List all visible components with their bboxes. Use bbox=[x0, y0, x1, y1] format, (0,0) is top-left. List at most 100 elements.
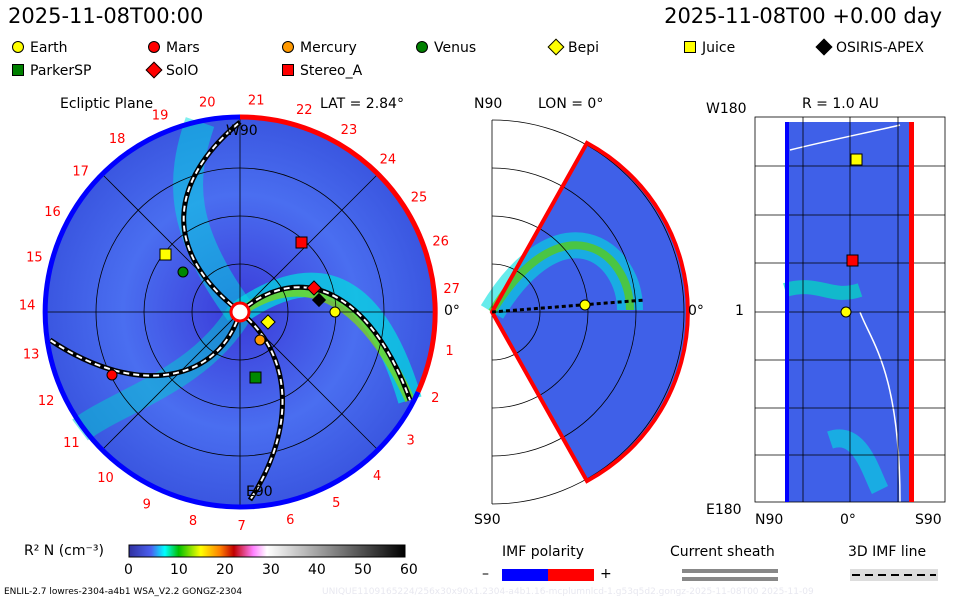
day-label: 26 bbox=[432, 234, 449, 249]
day-label: 1 bbox=[445, 344, 453, 359]
legend-item-solo: SolO bbox=[145, 61, 199, 79]
day-label: 10 bbox=[97, 471, 114, 486]
earth-circle-icon bbox=[12, 41, 24, 53]
day-label: 4 bbox=[373, 469, 381, 484]
imf-line-title: 3D IMF line bbox=[848, 544, 927, 560]
venus-circle-icon bbox=[416, 41, 428, 53]
parkersp-marker bbox=[249, 371, 262, 384]
stereo-a-marker bbox=[295, 236, 308, 249]
legend-item-osiris-apex: OSIRIS-APEX bbox=[815, 38, 924, 56]
earth-panel-x-0: 0° bbox=[840, 512, 856, 528]
legend-label: OSIRIS-APEX bbox=[836, 40, 924, 56]
day-label: 11 bbox=[63, 436, 80, 451]
mars-marker bbox=[106, 369, 118, 381]
legend-label: ParkerSP bbox=[30, 63, 92, 79]
imf-negative-swatch bbox=[502, 569, 548, 581]
meridional-bottom-label: S90 bbox=[474, 512, 501, 528]
earth-panel-bottom-left: E180 bbox=[706, 502, 742, 518]
polarity-ring-positive bbox=[239, 114, 438, 394]
meridional-lon: LON = 0° bbox=[538, 96, 604, 112]
legend-item-earth: Earth bbox=[12, 40, 68, 56]
parkersp-square-icon bbox=[12, 64, 24, 76]
day-label: 7 bbox=[238, 519, 246, 534]
colorbar-tick: 0 bbox=[124, 562, 133, 578]
legend-item-parkersp: ParkerSP bbox=[12, 63, 91, 79]
day-label: 23 bbox=[341, 123, 358, 138]
osiris-apex-marker bbox=[311, 292, 327, 308]
bepi-marker bbox=[260, 314, 276, 330]
density-stream bbox=[72, 305, 252, 441]
legend-label: Earth bbox=[30, 40, 68, 56]
day-label: 16 bbox=[44, 205, 61, 220]
legend-label: Stereo_A bbox=[300, 63, 363, 79]
stereo-a-square-icon bbox=[282, 64, 294, 76]
imf-minus: – bbox=[482, 566, 489, 582]
day-label: 18 bbox=[109, 132, 126, 147]
earth-marker bbox=[579, 299, 591, 311]
juice-marker bbox=[159, 248, 172, 261]
ecliptic-bottom-label: E90 bbox=[246, 484, 273, 500]
current-sheath-title: Current sheath bbox=[670, 544, 775, 560]
meridional-polarity-border bbox=[489, 140, 690, 484]
venus-marker bbox=[177, 266, 189, 278]
legend-item-juice: Juice bbox=[684, 40, 735, 56]
day-label: 6 bbox=[286, 513, 294, 528]
colorbar-tick: 60 bbox=[400, 562, 418, 578]
ecliptic-lat: LAT = 2.84° bbox=[320, 96, 404, 112]
sun-icon bbox=[229, 301, 251, 323]
ecliptic-title: Ecliptic Plane bbox=[60, 96, 154, 112]
stereo-a-marker bbox=[846, 254, 859, 267]
mercury-marker bbox=[254, 334, 266, 346]
day-label: 15 bbox=[26, 250, 43, 265]
earth-surface-panel bbox=[754, 116, 946, 503]
day-label: 9 bbox=[143, 498, 151, 513]
legend-item-mercury: Mercury bbox=[282, 40, 357, 56]
juice-square-icon bbox=[684, 41, 696, 53]
ecliptic-right-label: 0° bbox=[444, 303, 460, 319]
imf-line-swatch bbox=[850, 569, 938, 581]
colorbar-tick: 10 bbox=[170, 562, 188, 578]
meridional-grid bbox=[491, 119, 685, 505]
day-label: 14 bbox=[19, 299, 36, 314]
earth-panel-x-s90: S90 bbox=[915, 512, 942, 528]
legend-label: Mercury bbox=[300, 40, 357, 56]
legend-label: Mars bbox=[166, 40, 200, 56]
meridional-panel bbox=[480, 119, 690, 505]
day-label: 24 bbox=[380, 153, 397, 168]
day-label: 27 bbox=[443, 282, 460, 297]
imf-plus: + bbox=[600, 566, 612, 582]
meridional-right-label: 0° bbox=[688, 303, 704, 319]
ecliptic-top-label: W90 bbox=[226, 123, 258, 139]
footer-left: ENLIL-2.7 lowres-2304-a4b1 WSA_V2.2 GONG… bbox=[4, 587, 243, 597]
legend-item-stereo-a: Stereo_A bbox=[282, 63, 362, 79]
legend-item-mars: Mars bbox=[148, 40, 200, 56]
imf-polarity-title: IMF polarity bbox=[502, 544, 585, 560]
day-label: 3 bbox=[407, 433, 415, 448]
legend-item-venus: Venus bbox=[416, 40, 476, 56]
day-label: 21 bbox=[248, 94, 265, 109]
colorbar-tick: 20 bbox=[216, 562, 234, 578]
earth-marker bbox=[329, 306, 341, 318]
colorbar-tick: 50 bbox=[354, 562, 372, 578]
density-stream bbox=[173, 117, 253, 321]
time-right: 2025-11-08T00 +0.00 day bbox=[664, 4, 942, 28]
imf-positive-swatch bbox=[548, 569, 594, 581]
earth-panel-mid-left: 1 bbox=[735, 303, 744, 319]
colorbar bbox=[128, 544, 406, 558]
legend-label: SolO bbox=[166, 63, 199, 79]
day-label: 8 bbox=[189, 514, 197, 529]
time-left: 2025-11-08T00:00 bbox=[8, 4, 204, 28]
colorbar-tick: 40 bbox=[308, 562, 326, 578]
legend-label: Juice bbox=[702, 40, 736, 56]
earth-marker bbox=[840, 306, 852, 318]
polarity-ring-negative bbox=[42, 114, 421, 510]
day-label: 13 bbox=[23, 348, 40, 363]
mercury-circle-icon bbox=[282, 41, 294, 53]
colorbar-label: R² N (cm⁻³) bbox=[24, 543, 104, 559]
current-sheath-swatch bbox=[682, 569, 778, 581]
day-label: 22 bbox=[296, 103, 313, 118]
